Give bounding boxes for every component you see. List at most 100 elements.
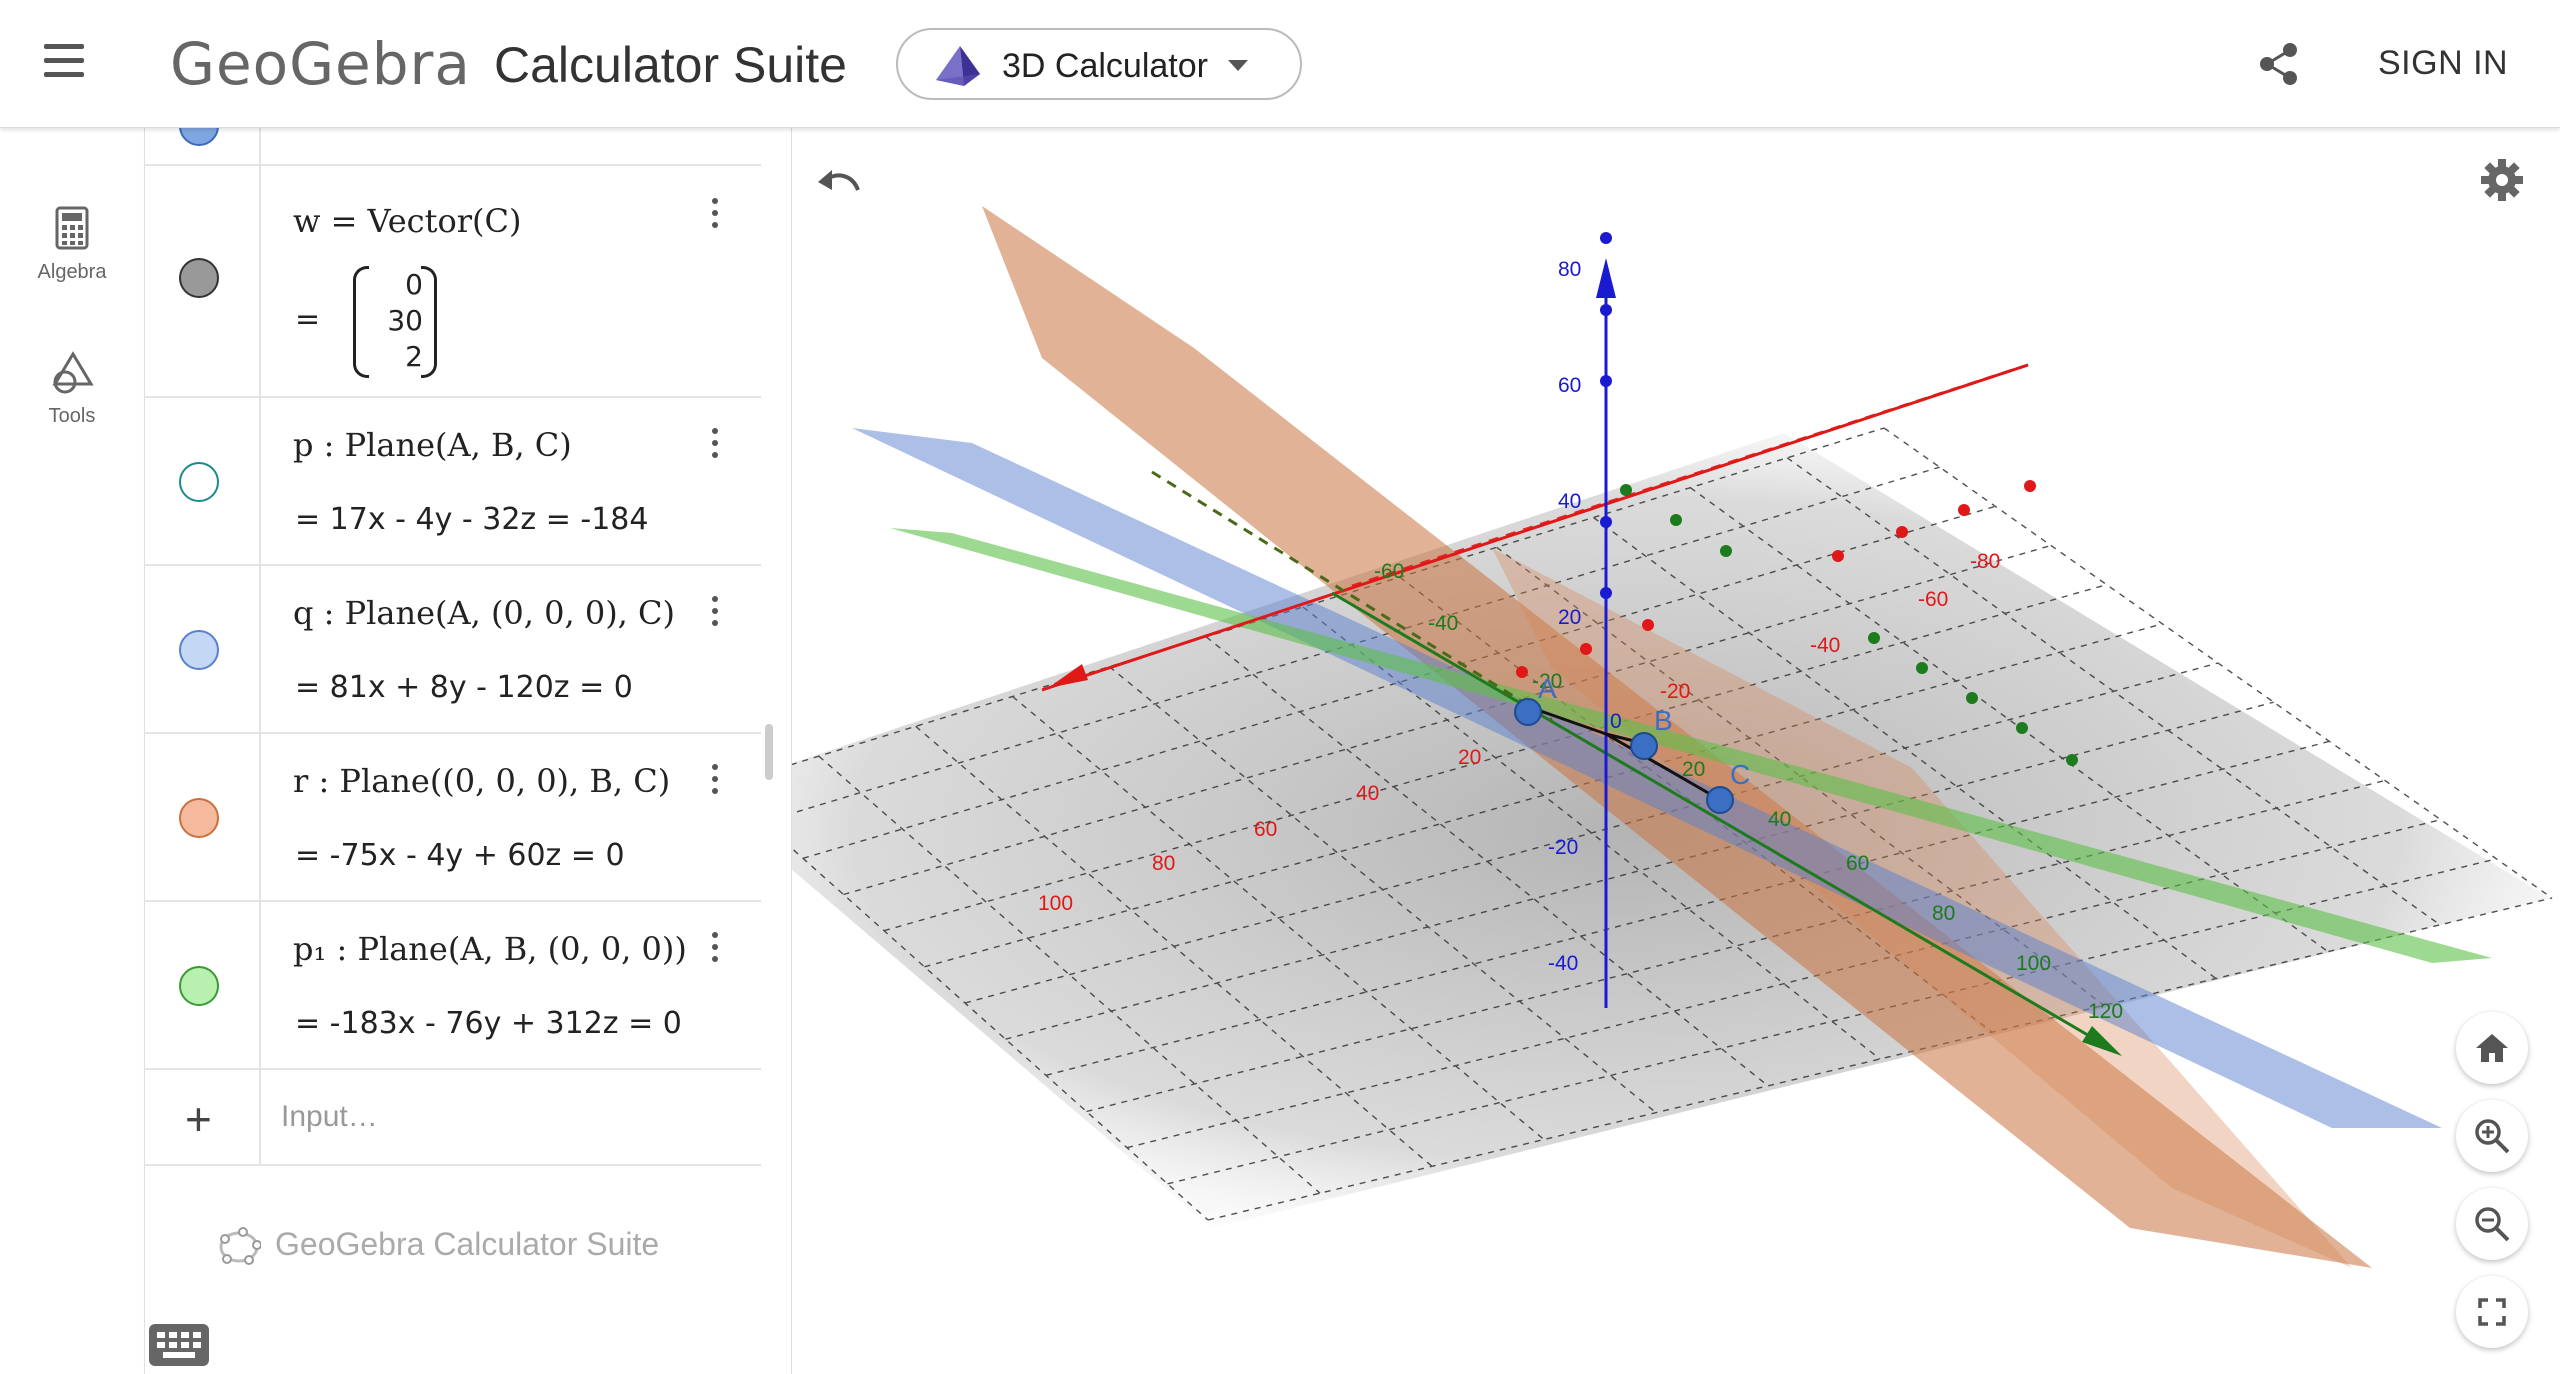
definition-r[interactable]: r : Plane((0, 0, 0), B, C) bbox=[293, 762, 671, 800]
home-button[interactable] bbox=[2456, 1012, 2528, 1084]
y-tick: -60 bbox=[1374, 560, 1404, 583]
grid-line bbox=[1883, 427, 2553, 899]
x-tick: 80 bbox=[1152, 852, 1175, 875]
sign-in-button[interactable]: SIGN IN bbox=[2378, 44, 2509, 82]
bracket-left bbox=[353, 266, 369, 378]
definition-q[interactable]: q : Plane(A, (0, 0, 0), C) bbox=[293, 594, 675, 632]
footer-brand[interactable]: GeoGebra Calculator Suite bbox=[217, 1226, 659, 1267]
tools-icon bbox=[52, 351, 94, 394]
pyramid-icon bbox=[936, 46, 980, 86]
z-tick-dot bbox=[1600, 587, 1612, 599]
grid-line bbox=[1786, 457, 2441, 926]
point-a[interactable] bbox=[1514, 698, 1542, 726]
app-title: Calculator Suite bbox=[494, 37, 847, 93]
3d-scene[interactable]: -80 -60 -40 -20 20 40 60 80 100 -60 -40 … bbox=[792, 128, 2560, 1374]
z-tick: 40 bbox=[1558, 490, 1581, 513]
algebra-input-row[interactable]: + bbox=[145, 1068, 761, 1166]
y-tick: 80 bbox=[1932, 902, 1955, 925]
chevron-down-icon bbox=[1228, 60, 1248, 71]
z-tick: 60 bbox=[1558, 374, 1581, 397]
fullscreen-button[interactable] bbox=[2456, 1276, 2528, 1348]
value-p1: = -183x - 76y + 312z = 0 bbox=[295, 1006, 682, 1041]
z-axis-arrow bbox=[1596, 258, 1616, 298]
rail-item-algebra[interactable]: Algebra bbox=[0, 206, 144, 284]
visibility-toggle-w[interactable] bbox=[179, 258, 219, 298]
zoom-out-button[interactable] bbox=[2456, 1188, 2528, 1260]
x-tick: -40 bbox=[1810, 634, 1840, 657]
origin-label: 0 bbox=[1610, 710, 1622, 733]
point-b-label: B bbox=[1654, 705, 1673, 736]
y-tick-dot bbox=[1620, 484, 1632, 496]
visibility-toggle-r[interactable] bbox=[179, 798, 219, 838]
rail-label-tools: Tools bbox=[48, 405, 96, 427]
more-options-icon[interactable] bbox=[705, 764, 725, 804]
rail-item-tools[interactable]: Tools bbox=[0, 350, 144, 428]
z-tick: 80 bbox=[1558, 258, 1581, 281]
keyboard-icon[interactable] bbox=[149, 1324, 209, 1366]
plane-p1 bbox=[890, 528, 2492, 963]
z-tick-dot bbox=[1600, 375, 1612, 387]
zoom-in-button[interactable] bbox=[2456, 1100, 2528, 1172]
grid-line bbox=[802, 505, 1996, 860]
more-options-icon[interactable] bbox=[705, 932, 725, 972]
vector-y: 30 bbox=[387, 304, 423, 337]
plus-icon[interactable]: + bbox=[185, 1093, 212, 1145]
algebra-row-w[interactable]: w = Vector(C) = 0 30 2 bbox=[145, 166, 761, 398]
marble-column bbox=[145, 166, 261, 396]
vector-x: 0 bbox=[405, 268, 423, 301]
z-tick: -40 bbox=[1548, 952, 1578, 975]
fullscreen-icon bbox=[2478, 1298, 2506, 1326]
value-q: = 81x + 8y - 120z = 0 bbox=[295, 670, 633, 705]
marble-column bbox=[145, 128, 261, 164]
point-b[interactable] bbox=[1630, 732, 1658, 760]
definition-p[interactable]: p : Plane(A, B, C) bbox=[293, 426, 572, 464]
x-axis-arrow bbox=[1048, 664, 1088, 688]
menu-icon[interactable] bbox=[44, 44, 100, 84]
x-tick: -60 bbox=[1918, 588, 1948, 611]
graphics-3d-view[interactable]: -80 -60 -40 -20 20 40 60 80 100 -60 -40 … bbox=[792, 128, 2560, 1374]
marble-column bbox=[145, 734, 261, 900]
more-options-icon[interactable] bbox=[705, 198, 725, 238]
visibility-toggle-p[interactable] bbox=[179, 462, 219, 502]
algebra-input[interactable] bbox=[281, 1090, 721, 1144]
algebra-row-q[interactable]: q : Plane(A, (0, 0, 0), C) = 81x + 8y - … bbox=[145, 566, 761, 734]
x-tick: 20 bbox=[1458, 746, 1481, 769]
top-bar: GeoGebra Calculator Suite 3D Calculator … bbox=[0, 0, 2560, 128]
vector-z: 2 bbox=[405, 340, 423, 373]
z-tick: 20 bbox=[1558, 606, 1581, 629]
algebra-row-p[interactable]: p : Plane(A, B, C) = 17x - 4y - 32z = -1… bbox=[145, 398, 761, 566]
definition-w[interactable]: w = Vector(C) bbox=[293, 202, 522, 240]
home-icon bbox=[2476, 1034, 2508, 1062]
definition-p1[interactable]: p₁ : Plane(A, B, (0, 0, 0)) bbox=[293, 930, 687, 968]
y-tick: 40 bbox=[1768, 808, 1791, 831]
y-tick-labels: -60 -40 -20 20 40 60 80 100 120 bbox=[1374, 560, 2123, 1023]
x-tick-dot bbox=[1896, 526, 1908, 538]
scrollbar[interactable] bbox=[765, 724, 773, 780]
more-options-icon[interactable] bbox=[705, 428, 725, 468]
grid-line bbox=[883, 583, 2107, 932]
x-tick-dot bbox=[1642, 619, 1654, 631]
y-tick: 120 bbox=[2088, 1000, 2123, 1023]
more-options-icon[interactable] bbox=[705, 596, 725, 636]
undo-icon[interactable] bbox=[816, 168, 862, 200]
grid-line bbox=[964, 662, 2219, 1004]
gear-icon[interactable] bbox=[2480, 158, 2524, 202]
app-picker-dropdown[interactable]: 3D Calculator bbox=[896, 28, 1302, 100]
rail-label-algebra: Algebra bbox=[37, 261, 107, 283]
y-tick-dot bbox=[1720, 545, 1732, 557]
y-tick: -40 bbox=[1428, 612, 1458, 635]
y-tick-dot bbox=[1916, 662, 1928, 674]
visibility-toggle-p1[interactable] bbox=[179, 966, 219, 1006]
algebra-row-r[interactable]: r : Plane((0, 0, 0), B, C) = -75x - 4y +… bbox=[145, 734, 761, 902]
zoom-out-icon bbox=[2475, 1207, 2510, 1242]
marble-column bbox=[145, 566, 261, 732]
vector-w bbox=[1605, 732, 1718, 800]
algebra-row-p1[interactable]: p₁ : Plane(A, B, (0, 0, 0)) = -183x - 76… bbox=[145, 902, 761, 1070]
visibility-toggle-q[interactable] bbox=[179, 630, 219, 670]
vector-matrix: 0 30 2 bbox=[353, 266, 437, 378]
share-icon[interactable] bbox=[2258, 42, 2300, 86]
point-c[interactable] bbox=[1706, 786, 1734, 814]
app-picker-label: 3D Calculator bbox=[1002, 47, 1208, 85]
z-tick-dot bbox=[1600, 516, 1612, 528]
algebra-row-partial[interactable] bbox=[145, 128, 761, 166]
